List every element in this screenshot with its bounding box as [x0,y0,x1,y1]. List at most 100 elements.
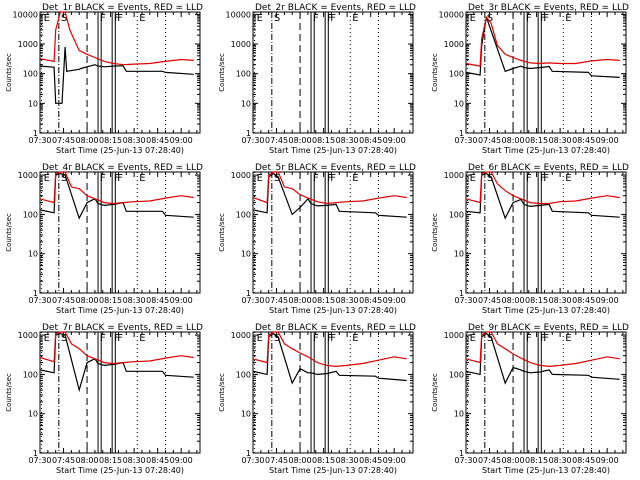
event-marker-label: E [139,173,145,184]
series-lld-line [465,331,620,368]
y-tick-label: 10 [454,99,464,108]
x-tick-label: 07:45 [478,296,501,305]
x-tick-label: 08:30 [123,296,146,305]
x-tick-label: 07:45 [52,296,75,305]
series-events-line [252,332,407,385]
plot-frame [39,11,201,134]
event-marker-label: F [330,333,336,344]
x-axis-label: Start Time (25-Jun-13 07:28:40) [482,306,610,315]
x-tick-label: 08:15 [99,296,122,305]
y-tick-label: 100 [23,210,38,219]
x-tick-label: 08:00 [76,456,99,465]
plot-title: Det_4r BLACK = Events, RED = LLD [42,163,203,173]
x-tick-label: 09:00 [596,456,619,465]
event-marker-label: E [565,13,571,24]
plot-title: Det_7r BLACK = Events, RED = LLD [42,323,203,333]
y-axis-label: Counts/sec [5,53,13,92]
event-marker-label: F [117,13,123,24]
event-marker-label: F [540,333,546,344]
y-tick-label: 10000 [226,10,251,19]
event-marker-label: F [313,333,319,344]
y-tick-label: 1 [33,129,38,138]
event-marker-label: E [44,333,50,344]
y-tick-label: 1000 [231,331,251,340]
y-tick-label: 10000 [439,10,464,19]
x-tick-label: 09:00 [383,456,406,465]
plot-title: Det_1r BLACK = Events, RED = LLD [42,3,203,13]
y-tick-label: 1000 [231,171,251,180]
y-tick-label: 1 [246,449,251,458]
y-tick-label: 100 [449,70,464,79]
x-tick-label: 07:45 [265,456,288,465]
x-tick-label: 08:00 [76,136,99,145]
plot-title: Det_3r BLACK = Events, RED = LLD [468,3,629,13]
plot-frame [39,171,201,294]
event-marker-label: F [114,13,120,24]
event-marker-label: E [470,13,476,24]
series-events-line [465,17,620,78]
detector-plot-5: Det_5r BLACK = Events, RED = LLD Counts/s… [218,163,416,315]
x-tick-label: 07:30 [454,136,477,145]
event-marker-label: E [352,13,358,24]
y-tick-label: 1000 [18,171,38,180]
x-tick-label: 09:00 [596,136,619,145]
plot-frame [252,11,414,134]
x-tick-label: 08:30 [549,456,572,465]
y-tick-label: 10 [454,410,464,419]
y-tick-label: 10000 [13,10,38,19]
x-axis-label: Start Time (25-Jun-13 07:28:40) [269,146,397,155]
x-axis-label: Start Time (25-Jun-13 07:28:40) [269,466,397,475]
x-tick-label: 07:30 [28,456,51,465]
event-marker-label: E [257,13,263,24]
x-tick-label: 07:30 [28,136,51,145]
event-marker-label: F [330,173,336,184]
x-axis-label: Start Time (25-Jun-13 07:28:40) [56,466,184,475]
y-tick-label: 10 [241,410,251,419]
event-marker-label: S [61,333,67,344]
event-marker-label: S [487,13,493,24]
y-axis-label: Counts/sec [5,213,13,252]
event-marker-label: F [543,173,549,184]
x-tick-label: 08:30 [123,456,146,465]
y-tick-label: 100 [236,210,251,219]
x-tick-label: 09:00 [170,456,193,465]
y-tick-label: 100 [236,370,251,379]
event-marker-label: F [526,333,532,344]
event-marker-label: F [543,333,549,344]
event-marker-label: F [100,333,106,344]
y-tick-label: 1000 [18,331,38,340]
plot-title: Det_6r BLACK = Events, RED = LLD [468,163,629,173]
x-tick-label: 08:00 [289,456,312,465]
y-tick-label: 10 [28,250,38,259]
series-lld-line [39,171,194,205]
x-tick-label: 07:30 [241,296,264,305]
y-axis-label: Counts/sec [218,213,226,252]
x-tick-label: 08:45 [359,136,382,145]
x-tick-label: 09:00 [170,296,193,305]
x-axis-label: Start Time (25-Jun-13 07:28:40) [482,466,610,475]
x-tick-label: 08:15 [312,456,335,465]
y-tick-label: 10 [28,410,38,419]
x-tick-label: 08:30 [336,456,359,465]
x-tick-label: 08:15 [99,456,122,465]
x-tick-label: 08:45 [359,296,382,305]
plot-frame [252,171,414,294]
plot-frame [465,171,627,294]
x-tick-label: 07:30 [454,296,477,305]
event-marker-label: E [44,173,50,184]
event-marker-label: F [540,173,546,184]
y-tick-label: 100 [23,370,38,379]
y-axis-label: Counts/sec [218,373,226,412]
x-tick-label: 07:30 [28,296,51,305]
detector-plot-8: Det_8r BLACK = Events, RED = LLD Counts/s… [218,323,416,475]
x-tick-label: 08:30 [336,136,359,145]
detector-plot-1: Det_1r BLACK = Events, RED = LLD Counts/s… [5,3,203,155]
event-marker-label: F [313,173,319,184]
plot-title: Det_2r BLACK = Events, RED = LLD [255,3,416,13]
event-marker-label: S [61,173,67,184]
detector-plot-4: Det_4r BLACK = Events, RED = LLD Counts/s… [5,163,203,315]
series-lld-line [252,331,407,368]
x-tick-label: 08:45 [146,136,169,145]
event-marker-label: S [487,333,493,344]
x-tick-label: 07:30 [454,456,477,465]
